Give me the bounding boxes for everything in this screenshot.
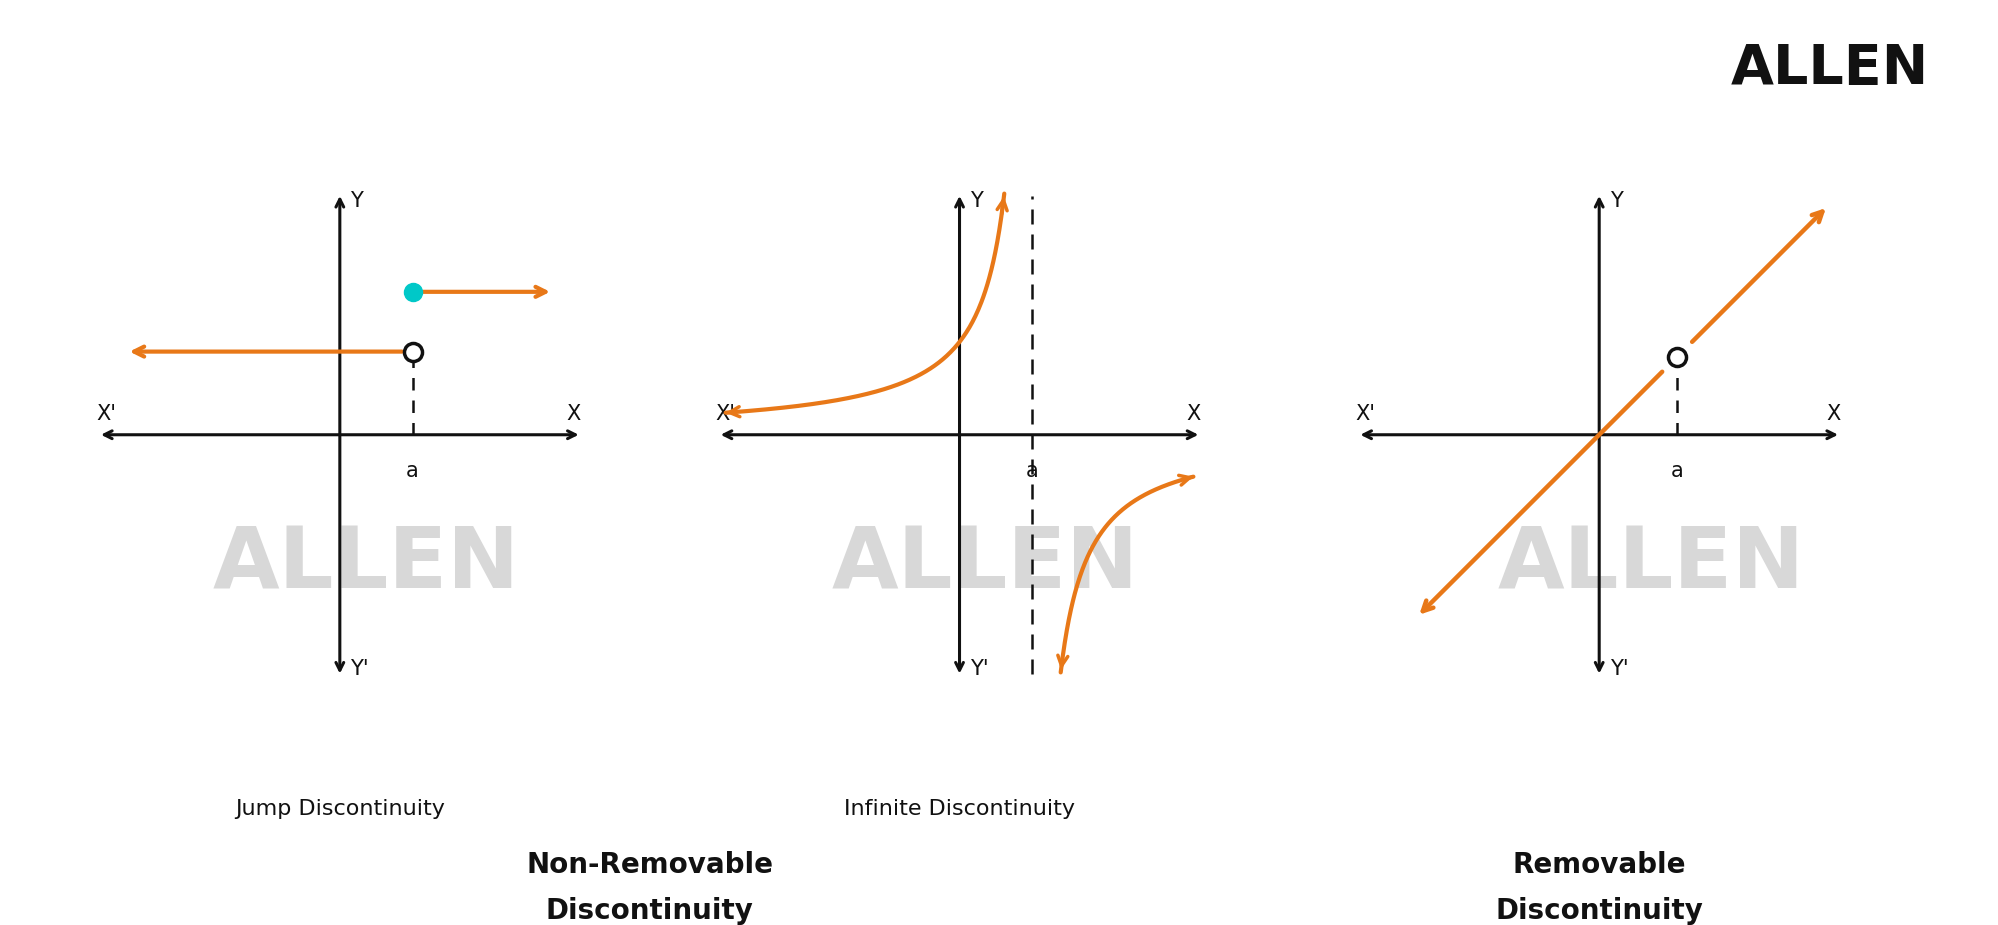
Text: ALLEN: ALLEN: [1730, 42, 1928, 95]
Text: Y: Y: [969, 191, 983, 211]
Text: X: X: [1824, 404, 1840, 425]
Text: X': X': [1355, 404, 1375, 425]
Text: a: a: [406, 461, 420, 481]
Text: X: X: [565, 404, 581, 425]
Text: ALLEN: ALLEN: [831, 524, 1139, 606]
Text: X': X': [96, 404, 116, 425]
Text: Y': Y': [350, 659, 370, 679]
Text: a: a: [1025, 461, 1039, 481]
Text: Removable: Removable: [1512, 851, 1684, 879]
Text: Discontinuity: Discontinuity: [1495, 897, 1702, 925]
Text: Y': Y': [969, 659, 989, 679]
Text: Jump Discontinuity: Jump Discontinuity: [236, 799, 444, 820]
Text: Y: Y: [350, 191, 364, 211]
Text: Infinite Discontinuity: Infinite Discontinuity: [843, 799, 1075, 820]
Text: X: X: [1185, 404, 1201, 425]
Text: ALLEN: ALLEN: [1497, 524, 1804, 606]
Text: X': X': [715, 404, 735, 425]
Text: a: a: [1670, 461, 1682, 481]
Text: ALLEN: ALLEN: [212, 524, 519, 606]
Text: Non-Removable: Non-Removable: [525, 851, 773, 879]
Text: Y: Y: [1608, 191, 1622, 211]
Text: Discontinuity: Discontinuity: [545, 897, 753, 925]
Text: Y': Y': [1608, 659, 1628, 679]
